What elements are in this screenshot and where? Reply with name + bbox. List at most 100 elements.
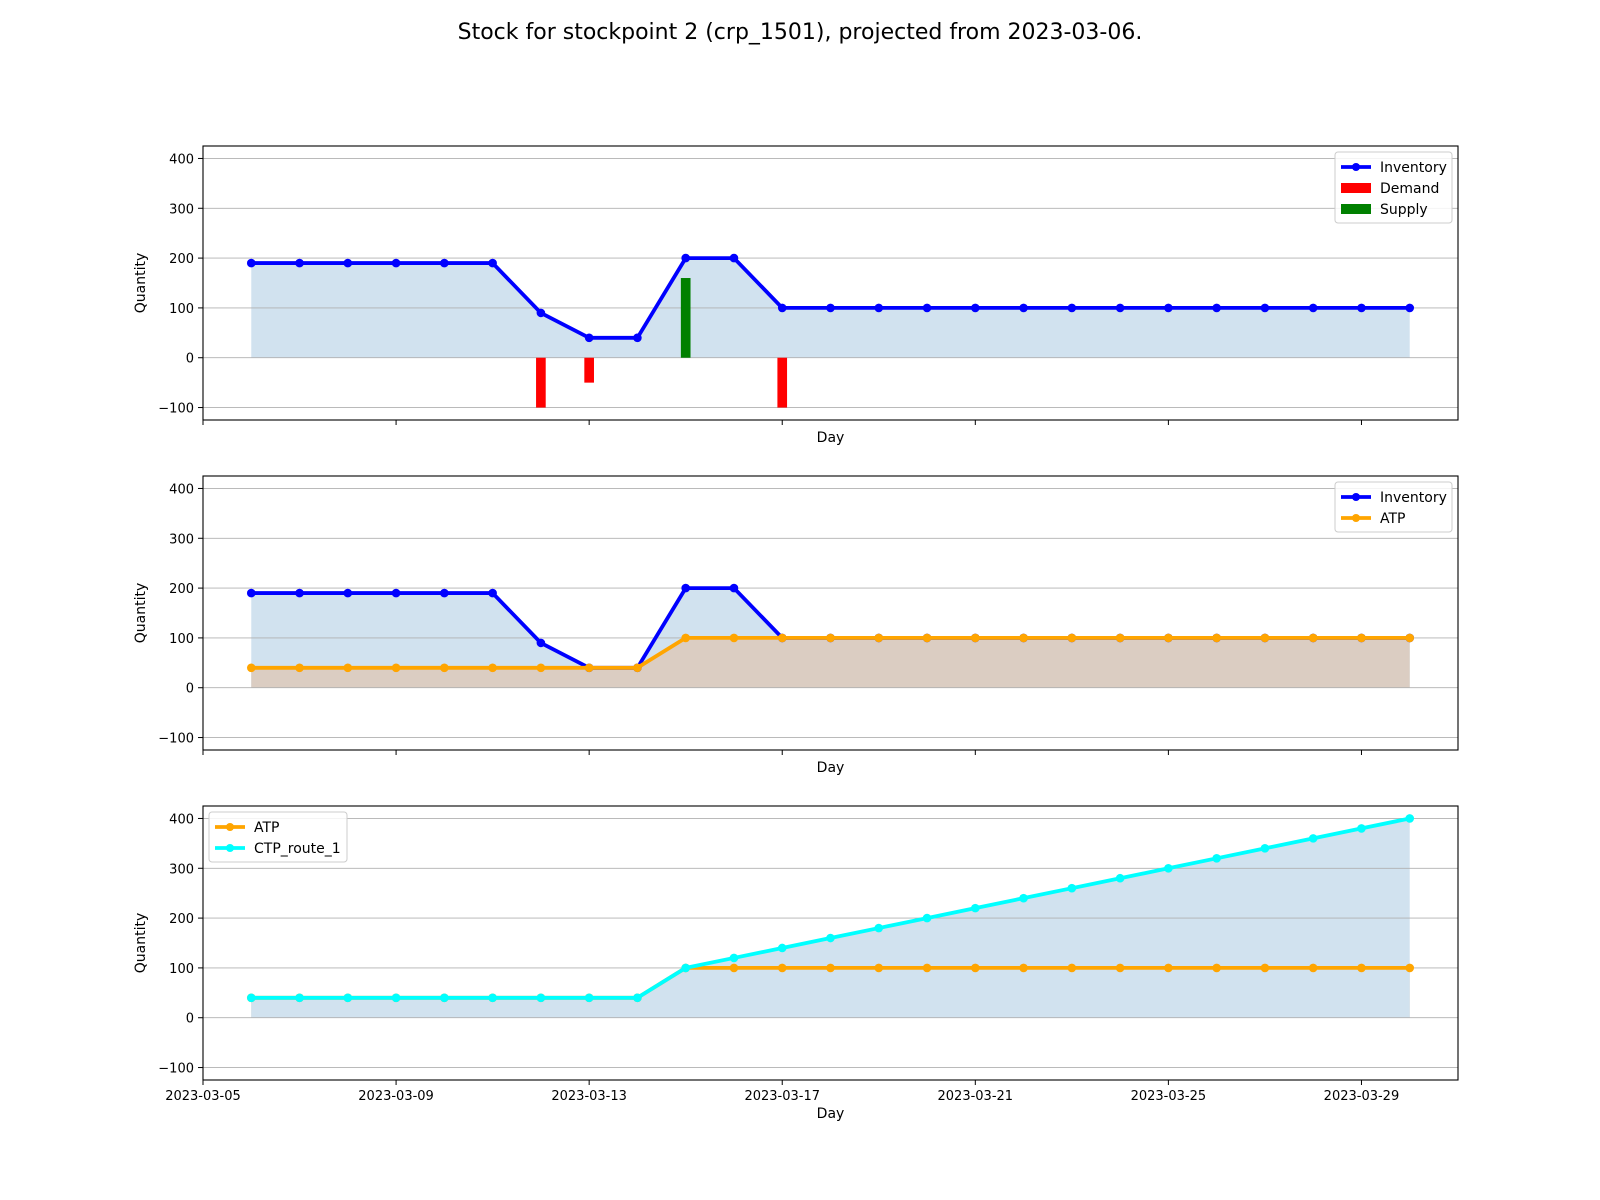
- x-axis-label: Day: [817, 430, 845, 446]
- demand-bar: [584, 357, 594, 383]
- data-point-atp: [777, 963, 787, 973]
- data-point-atp: [1115, 633, 1125, 643]
- data-point-inventory: [1357, 303, 1366, 313]
- y-tick-label: 200: [169, 582, 194, 597]
- data-point-atp: [826, 633, 835, 643]
- data-point-ctp_route_1: [536, 993, 546, 1003]
- figure-title: Stock for stockpoint 2 (crp_1501), proje…: [458, 20, 1143, 45]
- data-point-inventory: [343, 258, 353, 268]
- data-point-ctp_route_1: [343, 993, 353, 1003]
- subplots: −100 0 100 200 300 400 Day Quantity Inventory Dem…: [133, 145, 1459, 1122]
- data-point-atp: [488, 663, 497, 673]
- data-point-ctp_route_1: [1164, 863, 1173, 873]
- data-point-atp: [1019, 633, 1028, 643]
- data-point-atp: [1212, 633, 1221, 643]
- y-tick-label: −100: [158, 1062, 194, 1077]
- data-point-inventory: [777, 303, 787, 313]
- data-point-atp: [1019, 963, 1028, 973]
- data-point-atp: [681, 633, 690, 643]
- y-tick-label: 100: [169, 962, 194, 977]
- y-axis-label: Quantity: [133, 583, 149, 644]
- data-point-ctp_route_1: [1357, 824, 1366, 833]
- data-point-inventory: [922, 303, 932, 313]
- data-point-ctp_route_1: [777, 943, 787, 953]
- data-point-ctp_route_1: [488, 993, 497, 1003]
- data-point-ctp_route_1: [584, 993, 594, 1003]
- legend-swatch-supply: [1341, 204, 1371, 214]
- data-point-atp: [295, 663, 304, 673]
- data-point-inventory: [584, 333, 594, 343]
- data-point-atp: [729, 633, 739, 643]
- data-point-atp: [246, 663, 256, 673]
- data-point-inventory: [391, 258, 401, 268]
- plot-frame: [202, 145, 1459, 421]
- legend-label-atp: ATP: [1380, 511, 1405, 527]
- data-point-ctp_route_1: [295, 993, 304, 1003]
- x-tick-label: 2023-03-17: [744, 1089, 820, 1104]
- data-point-ctp_route_1: [1212, 854, 1221, 863]
- data-point-ctp_route_1: [246, 993, 256, 1003]
- data-point-atp: [729, 963, 739, 973]
- data-point-atp: [1308, 633, 1318, 643]
- data-point-atp: [584, 663, 594, 673]
- data-point-inventory: [1164, 303, 1173, 313]
- data-point-inventory: [1405, 303, 1415, 313]
- data-point-inventory: [1067, 303, 1077, 313]
- y-tick-label: −100: [158, 732, 194, 747]
- legend: ATP CTP_route_1: [208, 811, 348, 863]
- data-point-inventory: [729, 583, 739, 593]
- data-point-atp: [1164, 633, 1173, 643]
- data-point-atp: [343, 663, 353, 673]
- data-point-ctp_route_1: [1260, 844, 1270, 853]
- data-point-atp: [1115, 963, 1125, 973]
- data-point-inventory: [874, 303, 884, 313]
- data-point-inventory: [971, 303, 980, 313]
- data-point-atp: [440, 663, 449, 673]
- legend-label-ctp_route_1: CTP_route_1: [254, 841, 341, 857]
- data-point-atp: [922, 963, 932, 973]
- data-point-inventory: [536, 308, 546, 318]
- data-point-atp: [1357, 633, 1366, 643]
- legend-marker-inventory: [1352, 163, 1360, 171]
- data-point-atp: [1067, 633, 1077, 643]
- data-point-atp: [1405, 633, 1415, 643]
- data-point-ctp_route_1: [1067, 883, 1077, 893]
- y-tick-label: 0: [186, 682, 194, 697]
- legend-label-supply: Supply: [1380, 202, 1428, 218]
- legend: Inventory ATP: [1334, 481, 1453, 533]
- supply-bar: [680, 278, 691, 358]
- data-point-atp: [922, 633, 932, 643]
- y-tick-label: 400: [169, 812, 194, 827]
- area-fill-atp: [251, 637, 1410, 688]
- data-point-ctp_route_1: [1019, 893, 1028, 903]
- y-tick-label: 200: [169, 252, 194, 267]
- x-tick-label: 2023-03-13: [551, 1089, 627, 1104]
- data-point-atp: [971, 963, 980, 973]
- data-point-inventory: [1212, 303, 1221, 313]
- legend-marker-inventory: [1352, 493, 1360, 501]
- data-point-atp: [536, 663, 546, 673]
- data-point-atp: [874, 963, 884, 973]
- data-point-ctp_route_1: [1308, 834, 1318, 843]
- data-point-ctp_route_1: [971, 903, 980, 913]
- data-point-atp: [1308, 963, 1318, 973]
- data-point-inventory: [488, 588, 497, 598]
- data-point-ctp_route_1: [826, 933, 835, 943]
- x-tick-label: 2023-03-21: [938, 1089, 1014, 1104]
- y-tick-label: 400: [169, 152, 194, 167]
- data-point-inventory: [295, 258, 304, 268]
- subplot-1: −100 0 100 200 300 400 Day Quantity Inventory Dem…: [133, 145, 1459, 446]
- x-tick-label: 2023-03-09: [358, 1089, 434, 1104]
- x-tick-label: 2023-03-05: [165, 1089, 241, 1104]
- data-point-inventory: [1308, 303, 1318, 313]
- legend-label-atp: ATP: [254, 820, 279, 836]
- data-point-atp: [391, 663, 401, 673]
- data-point-atp: [1260, 633, 1270, 643]
- x-axis-label: Day: [817, 760, 845, 776]
- data-point-ctp_route_1: [681, 963, 690, 973]
- y-tick-label: 0: [186, 352, 194, 367]
- data-point-inventory: [1260, 303, 1270, 313]
- data-point-ctp_route_1: [729, 953, 739, 963]
- data-point-ctp_route_1: [391, 993, 401, 1003]
- legend: Inventory Demand Supply: [1334, 151, 1453, 224]
